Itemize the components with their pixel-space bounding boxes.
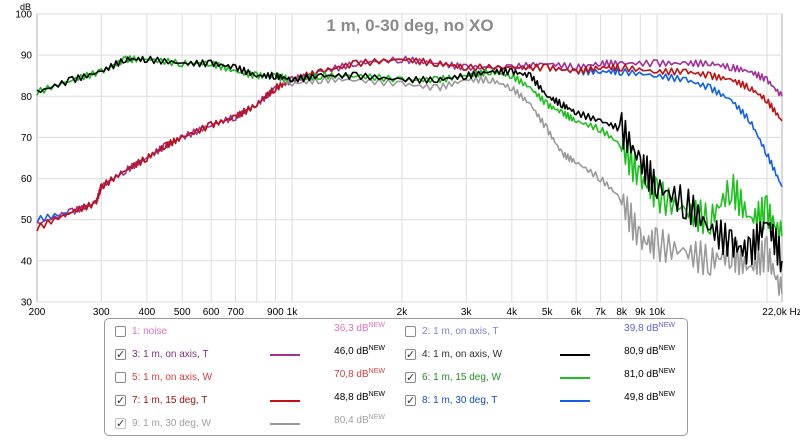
y-tick-label: 100 (15, 10, 32, 21)
legend-label: 4: 1 m, on axis, W (422, 349, 503, 360)
legend-checkbox[interactable] (115, 372, 126, 383)
legend-item[interactable]: ✓ 9: 1 m, 30 deg, W 80,4 dBNEW (115, 414, 395, 435)
x-tick-label: 3k (461, 307, 473, 318)
legend-item[interactable]: ✓ 8: 1 m, 30 deg, T 49,8 dBNEW (405, 391, 685, 412)
legend-item[interactable]: 5: 1 m, on axis, W 70,8 dBNEW (115, 368, 395, 389)
legend-checkbox[interactable] (405, 326, 416, 337)
x-tick-label: 700 (227, 307, 244, 318)
legend-value-number: 48,8 dB (334, 392, 369, 403)
y-axis-label: dB (20, 2, 31, 12)
x-tick-label: 7k (595, 307, 607, 318)
legend-item[interactable]: ✓ 7: 1 m, 15 deg, T 48,8 dBNEW (115, 391, 395, 412)
legend-item[interactable]: 1: noise 36,3 dBNEW (115, 322, 395, 343)
plot-area (36, 13, 783, 303)
chart-title: 1 m, 0-30 deg, no XO (326, 16, 493, 35)
legend-value-badge: NEW (658, 368, 675, 375)
legend-checkbox[interactable]: ✓ (405, 394, 416, 407)
legend-label: 6: 1 m, 15 deg, W (422, 372, 501, 383)
legend-value-number: 36,3 dB (334, 323, 369, 334)
legend-checkbox[interactable]: ✓ (115, 348, 126, 361)
legend-label: 3: 1 m, on axis, T (132, 349, 209, 360)
legend-value-number: 80,9 dB (624, 346, 659, 357)
x-tick-label: 4k (507, 307, 519, 318)
legend-label: 8: 1 m, 30 deg, T (422, 395, 498, 406)
legend-panel: 1: noise 36,3 dBNEW 2: 1 m, on axis, T 39,8… (104, 318, 688, 436)
x-tick-label: 10k (649, 307, 666, 318)
x-tick-label: 400 (139, 307, 156, 318)
legend-value-badge: NEW (658, 322, 675, 329)
legend-value: 36,3 dBNEW (315, 322, 385, 334)
legend-value: 80,9 dBNEW (605, 345, 675, 357)
x-tick-label: 5k (542, 307, 554, 318)
legend-value-badge: NEW (368, 414, 385, 421)
legend-label: 1: noise (132, 326, 168, 337)
legend-value-badge: NEW (368, 322, 385, 329)
y-tick-label: 30 (21, 298, 33, 309)
legend-color-swatch (560, 400, 590, 402)
legend-value: 46,0 dBNEW (315, 345, 385, 357)
legend-checkbox[interactable] (115, 326, 126, 337)
legend-checkbox[interactable]: ✓ (405, 371, 416, 384)
legend-value-number: 46,0 dB (334, 346, 369, 357)
x-tick-label: 300 (93, 307, 110, 318)
legend-item[interactable]: ✓ 4: 1 m, on axis, W 80,9 dBNEW (405, 345, 685, 366)
legend-color-swatch (270, 354, 300, 356)
x-tick-label: 8k (616, 307, 628, 318)
legend-color-swatch (270, 400, 300, 402)
legend-label: 7: 1 m, 15 deg, T (132, 395, 208, 406)
legend-color-swatch (560, 377, 590, 379)
legend-value: 81,0 dBNEW (605, 368, 675, 380)
y-tick-label: 40 (21, 256, 33, 267)
legend-item[interactable]: ✓ 6: 1 m, 15 deg, W 81,0 dBNEW (405, 368, 685, 389)
legend-color-swatch (270, 423, 300, 425)
legend-label: 9: 1 m, 30 deg, W (132, 418, 211, 429)
legend-value-number: 80,4 dB (334, 415, 369, 426)
legend-value-number: 39,8 dB (624, 323, 659, 334)
legend-value-badge: NEW (368, 391, 385, 398)
y-tick-label: 70 (21, 133, 33, 144)
legend-value-badge: NEW (658, 345, 675, 352)
legend-checkbox[interactable]: ✓ (405, 348, 416, 361)
legend-checkbox[interactable]: ✓ (115, 394, 126, 407)
legend-label: 5: 1 m, on axis, W (132, 372, 213, 383)
legend-value: 48,8 dBNEW (315, 391, 385, 403)
series-line-tw-15 (36, 57, 783, 232)
legend-value-number: 70,8 dB (334, 369, 369, 380)
legend-value-badge: NEW (658, 391, 675, 398)
legend-item[interactable]: ✓ 3: 1 m, on axis, T 46,0 dBNEW (115, 345, 395, 366)
x-tick-label: 900 (267, 307, 284, 318)
legend-value-badge: NEW (368, 345, 385, 352)
series-line-wf-axis (36, 55, 783, 273)
x-tick-label: 6k (571, 307, 583, 318)
x-tick-label: 1k (287, 307, 299, 318)
legend-value-number: 49,8 dB (624, 392, 659, 403)
legend-checkbox[interactable]: ✓ (115, 417, 126, 430)
y-tick-label: 80 (21, 92, 33, 103)
x-tick-label: 200 (29, 307, 46, 318)
x-tick-label: 2k (397, 307, 409, 318)
x-tick-label: 600 (203, 307, 220, 318)
legend-color-swatch (560, 354, 590, 356)
legend-value: 70,8 dBNEW (315, 368, 385, 380)
legend-item[interactable]: 2: 1 m, on axis, T 39,8 dBNEW (405, 322, 685, 343)
x-tick-label: 500 (174, 307, 191, 318)
y-tick-label: 50 (21, 215, 33, 226)
legend-value-badge: NEW (368, 368, 385, 375)
legend-label: 2: 1 m, on axis, T (422, 326, 499, 337)
legend-value: 39,8 dBNEW (605, 322, 675, 334)
y-tick-label: 60 (21, 174, 33, 185)
x-tick-label: 22,0k Hz (762, 307, 800, 318)
legend-value: 80,4 dBNEW (315, 414, 385, 426)
y-tick-label: 90 (21, 51, 33, 62)
legend-value-number: 81,0 dB (624, 369, 659, 380)
x-tick-label: 9k (635, 307, 647, 318)
legend-value: 49,8 dBNEW (605, 391, 675, 403)
